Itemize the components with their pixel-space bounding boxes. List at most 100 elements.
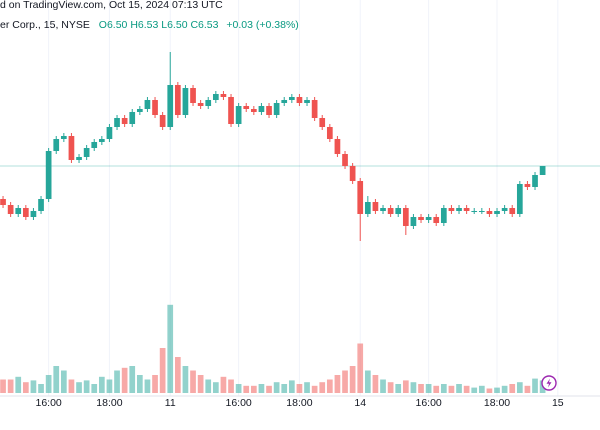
candle-body [167, 85, 174, 127]
candle-body [68, 136, 75, 160]
volume-bar [152, 375, 158, 393]
candle-body [288, 97, 295, 100]
candle-body [60, 136, 67, 139]
symbol: er Corp., 15, NYSE [0, 19, 90, 31]
volume-bar [159, 348, 166, 393]
candle-body [410, 217, 417, 226]
candle-body [159, 115, 166, 127]
volume-bar [129, 366, 136, 393]
icon-bolt [546, 378, 552, 388]
candle-body [45, 151, 52, 199]
candle-body [425, 217, 432, 220]
candle-body [205, 100, 212, 106]
candle-body [53, 139, 60, 151]
volume-bar [349, 366, 356, 393]
volume-bar [524, 385, 531, 393]
volume-bar [60, 370, 67, 393]
candle-body [456, 208, 462, 211]
volume-bar [380, 379, 386, 393]
candle-body [243, 106, 250, 109]
volume-bar [281, 384, 288, 393]
candle-body [387, 208, 394, 214]
candle-body [304, 100, 310, 103]
candle-body [212, 94, 219, 100]
candle-body [121, 118, 128, 124]
candle-body [152, 100, 158, 115]
candle-body [478, 211, 485, 212]
volume-bar [197, 375, 204, 393]
volume-bar [288, 380, 295, 393]
volume-bar [167, 304, 174, 393]
time-axis: 16:00 18:00 11 16:00 18:00 14 16:00 18:00 15 [35, 397, 563, 409]
volume-bar [357, 343, 364, 393]
candle-body [250, 109, 257, 112]
volume-bar [22, 382, 29, 393]
x-tick-label: 11 [165, 397, 176, 409]
legend-row: er Corp., 15, NYSE O6.50 H6.53 L6.50 C6.… [0, 19, 299, 31]
candle-body [319, 118, 326, 127]
source-text: d on TradingView.com, Oct 15, 2024 07:13… [0, 0, 223, 11]
volume-bar [83, 380, 90, 393]
volume-bar [471, 387, 478, 393]
volume-bar [0, 379, 6, 393]
volume-bar [144, 379, 151, 393]
candle-body [83, 148, 90, 157]
candle-body [463, 208, 470, 211]
volume-bar [418, 384, 424, 393]
candle-body [326, 127, 333, 139]
candle-body [395, 208, 402, 214]
volume-bar [532, 378, 538, 393]
volume-bar [182, 366, 189, 393]
volume-bar [38, 384, 44, 393]
volume-bar [326, 379, 333, 393]
candle-body [311, 100, 318, 118]
candle-body [0, 199, 6, 205]
candle-body [349, 166, 356, 181]
volume-bar [220, 376, 227, 393]
candle-body [486, 211, 493, 214]
candle-body [402, 208, 409, 226]
candle-body [197, 103, 204, 106]
candle-body [22, 208, 29, 217]
volume-bar [243, 385, 250, 393]
candle-body [440, 208, 447, 223]
candle-body [7, 205, 14, 214]
candle-body [501, 208, 508, 211]
volume-bar [190, 370, 196, 393]
volume-bar [98, 376, 105, 393]
volume-bar [334, 375, 341, 393]
volume-bar [114, 370, 120, 393]
volume-bar [395, 384, 402, 393]
volume-bar [440, 384, 447, 393]
candle-body [448, 208, 455, 211]
volume-bar [319, 382, 326, 393]
replay-icon[interactable] [541, 375, 557, 391]
candle-body [182, 88, 189, 115]
candle-body [334, 139, 341, 154]
volume-bar [433, 385, 440, 393]
change: +0.03 (+0.38%) [226, 19, 298, 31]
volume-bar [30, 380, 37, 393]
x-tick-label: 16:00 [225, 397, 251, 409]
x-tick-label: 18:00 [286, 397, 312, 409]
candle-body [342, 154, 348, 166]
candle-body [266, 106, 272, 115]
candle-body [364, 202, 371, 214]
volume-bar [296, 384, 303, 393]
x-tick-label: 16:00 [415, 397, 441, 409]
volume-bar [311, 385, 318, 393]
volume-bar [68, 379, 75, 393]
volume-bar [106, 379, 113, 393]
candle-body [433, 217, 440, 223]
candle-body [296, 97, 303, 103]
candle-body [418, 217, 424, 220]
candle-body [532, 175, 538, 187]
candle-body [98, 139, 105, 142]
x-tick-label: 18:00 [484, 397, 510, 409]
x-tick-label: 16:00 [35, 397, 61, 409]
volume-bar [486, 388, 493, 393]
candle-body [516, 184, 523, 214]
volume-bar [258, 384, 265, 393]
